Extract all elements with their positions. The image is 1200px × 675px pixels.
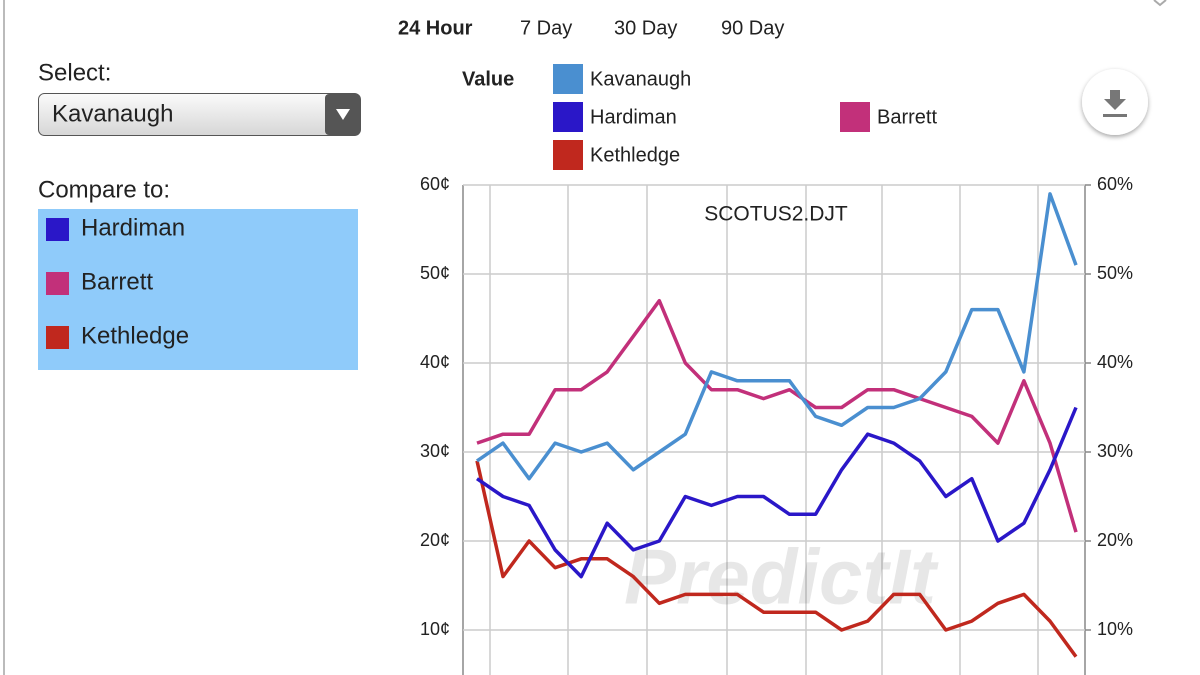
y2-tick-label: 20% bbox=[1097, 530, 1133, 550]
dropdown-value: Kavanaugh bbox=[52, 100, 173, 127]
compare-swatch[interactable] bbox=[46, 272, 69, 295]
close-icon[interactable] bbox=[1153, 0, 1167, 7]
legend-swatch bbox=[553, 64, 583, 94]
dropdown-box[interactable] bbox=[38, 93, 361, 136]
legend-swatch bbox=[553, 140, 583, 170]
legend-title: Value bbox=[462, 68, 514, 90]
y-tick-label: 30¢ bbox=[420, 441, 450, 461]
legend-label: Kavanaugh bbox=[590, 68, 691, 90]
compare-swatch[interactable] bbox=[46, 326, 69, 349]
compare-item[interactable]: Kethledge bbox=[81, 322, 189, 349]
compare-item[interactable]: Barrett bbox=[81, 268, 153, 295]
dropdown[interactable]: Kavanaugh bbox=[38, 93, 361, 136]
chart-title: SCOTUS2.DJT bbox=[704, 203, 848, 226]
series-line bbox=[476, 298, 1078, 533]
tab[interactable]: 30 Day bbox=[614, 17, 677, 39]
compare-swatch[interactable] bbox=[46, 218, 69, 241]
download-icon bbox=[1103, 90, 1127, 117]
compare-item[interactable]: Hardiman bbox=[81, 214, 185, 241]
series-line bbox=[475, 460, 1078, 658]
select-label: Select: bbox=[38, 59, 111, 86]
tab[interactable]: 24 Hour bbox=[398, 17, 473, 39]
vertical-grid bbox=[489, 185, 1039, 675]
y2-tick-label: 30% bbox=[1097, 441, 1133, 461]
tab[interactable]: 90 Day bbox=[721, 17, 784, 39]
legend-swatch bbox=[840, 102, 870, 132]
y-tick-label: 20¢ bbox=[420, 530, 450, 550]
series-line bbox=[476, 406, 1078, 579]
series-line bbox=[476, 192, 1078, 481]
tab[interactable]: 7 Day bbox=[520, 17, 572, 39]
y2-tick-label: 60% bbox=[1097, 174, 1133, 194]
y-tick-label: 10¢ bbox=[420, 619, 450, 639]
y2-tick-label: 10% bbox=[1097, 619, 1133, 639]
watermark: PredictIt bbox=[624, 533, 939, 621]
legend-label: Kethledge bbox=[590, 144, 680, 166]
dropdown-arrow bbox=[336, 109, 350, 120]
compare-box bbox=[38, 209, 358, 370]
y2-tick-label: 50% bbox=[1097, 263, 1133, 283]
legend-swatch bbox=[553, 102, 583, 132]
y-tick-label: 60¢ bbox=[420, 174, 450, 194]
y-tick-label: 50¢ bbox=[420, 263, 450, 283]
legend-label: Hardiman bbox=[590, 106, 677, 128]
compare-label: Compare to: bbox=[38, 176, 170, 203]
legend-label: Barrett bbox=[877, 106, 937, 128]
y-tick-label: 40¢ bbox=[420, 352, 450, 372]
y2-tick-label: 40% bbox=[1097, 352, 1133, 372]
